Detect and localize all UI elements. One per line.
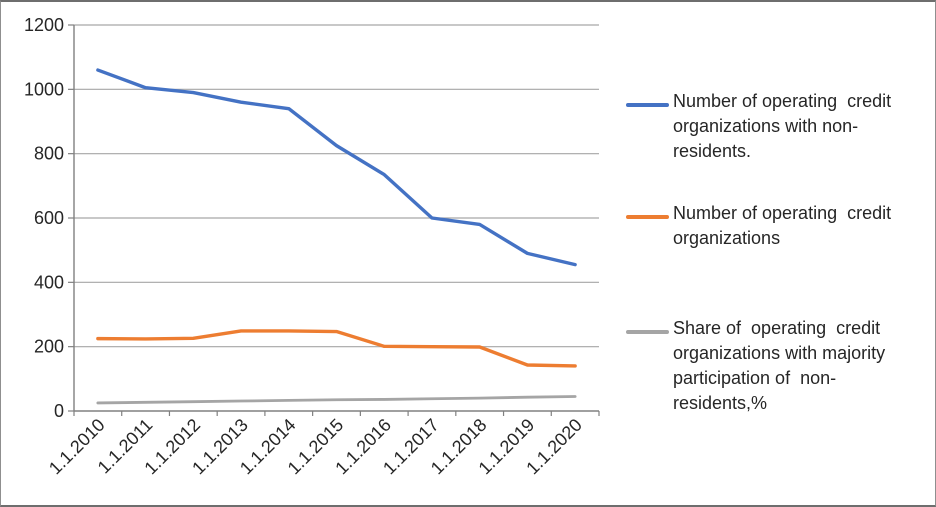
legend-swatch-gray-line [626, 330, 669, 334]
y-tick-label: 1000 [24, 79, 64, 99]
line-chart-plot-area: 0200400600800100012001.1.20101.1.20111.1… [24, 15, 600, 478]
legend-entry-share-majority-participation: Share of operating credit organizations … [611, 316, 935, 416]
y-tick-label: 1200 [24, 15, 64, 35]
y-tick-label: 800 [34, 144, 64, 164]
y-tick-label: 200 [34, 337, 64, 357]
legend-entry-credit-organizations: Number of operating credit organizations [611, 201, 935, 251]
y-tick-label: 600 [34, 208, 64, 228]
y-tick-label: 400 [34, 272, 64, 292]
series-line-1 [96, 68, 577, 267]
y-tick-label: 0 [54, 401, 64, 421]
legend-label: Share of operating credit organizations … [673, 318, 886, 413]
legend-label: Number of operating credit organizations… [673, 91, 892, 161]
legend-swatch-blue-line [626, 103, 669, 107]
chart-legend: Number of operating credit organizations… [611, 2, 935, 505]
legend-swatch-orange-line [626, 215, 669, 219]
legend-label: Number of operating credit organizations [673, 203, 892, 248]
legend-entry-non-residents: Number of operating credit organizations… [611, 89, 935, 164]
series-line-2 [96, 329, 577, 368]
series-line-3 [96, 395, 577, 405]
